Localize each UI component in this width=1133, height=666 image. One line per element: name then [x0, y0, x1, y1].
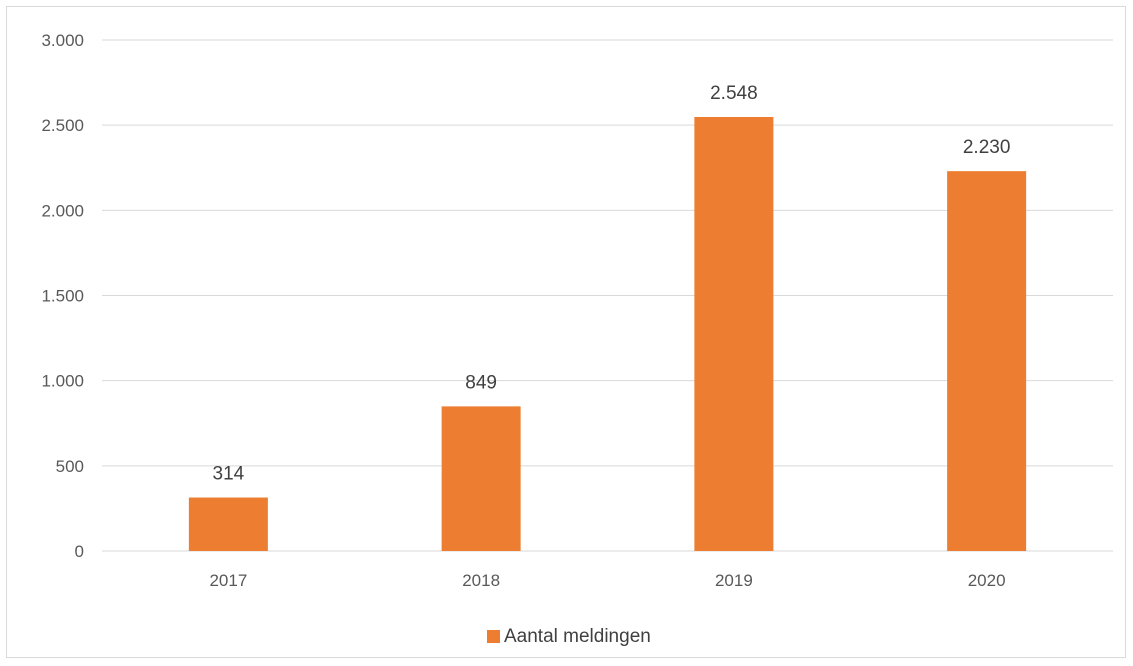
y-tick-label: 1.000 [41, 372, 84, 391]
chart-frame: 0 500 1.000 1.500 2.000 2.500 3.000 314 849 2.54… [6, 6, 1126, 658]
y-tick-label: 2.000 [41, 201, 84, 220]
legend-swatch [487, 630, 500, 643]
y-tick-label: 1.500 [41, 287, 84, 306]
y-tick-label: 500 [56, 457, 84, 476]
x-tick-label: 2020 [968, 571, 1006, 590]
y-tick-label: 3.000 [41, 31, 84, 50]
data-label: 2.230 [963, 137, 1011, 158]
y-tick-label: 0 [75, 542, 84, 561]
gridlines [102, 39, 1113, 552]
data-labels: 314 849 2.548 2.230 [213, 83, 1011, 485]
y-tick-label: 2.500 [41, 116, 84, 135]
legend: Aantal meldingen [487, 626, 651, 647]
bar [947, 171, 1027, 551]
bar-chart: 0 500 1.000 1.500 2.000 2.500 3.000 314 849 2.54… [41, 31, 1113, 647]
x-axis-tick-labels: 2017 2018 2019 2020 [209, 571, 1005, 590]
data-label: 2.548 [710, 83, 758, 104]
legend-label: Aantal meldingen [504, 626, 651, 647]
x-tick-label: 2019 [715, 571, 753, 590]
bars [188, 116, 1027, 552]
bar [441, 406, 521, 551]
x-tick-label: 2017 [209, 571, 247, 590]
bar [188, 497, 268, 551]
data-label: 314 [213, 464, 245, 485]
y-axis-tick-labels: 0 500 1.000 1.500 2.000 2.500 3.000 [41, 31, 84, 561]
data-label: 849 [465, 372, 497, 393]
x-tick-label: 2018 [462, 571, 500, 590]
bar [694, 116, 774, 552]
